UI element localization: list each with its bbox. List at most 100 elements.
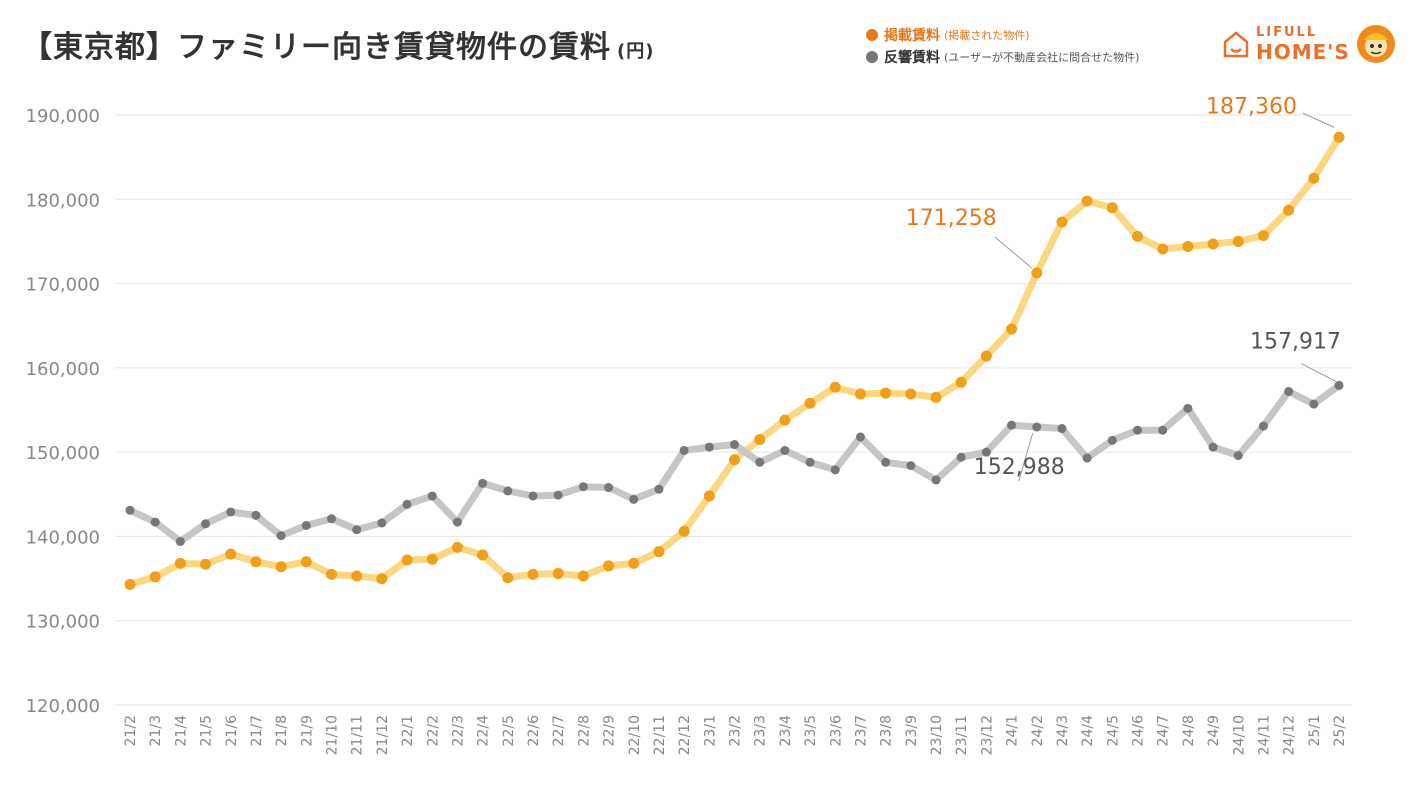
- data-point-listing: [401, 554, 413, 566]
- x-tick-label: 21/6: [224, 715, 240, 747]
- data-point-inquiry: [276, 531, 286, 541]
- data-point-listing: [653, 546, 665, 558]
- x-tick-label: 23/6: [828, 715, 844, 747]
- x-tick-label: 24/3: [1055, 715, 1071, 746]
- data-point-listing: [628, 557, 640, 569]
- legend-note: (掲載された物件): [944, 29, 1030, 42]
- x-tick-label: 22/7: [551, 715, 567, 746]
- data-point-inquiry: [402, 499, 412, 509]
- x-tick-label: 22/6: [526, 715, 542, 747]
- x-tick-label: 23/5: [803, 715, 819, 746]
- data-point-listing: [552, 568, 564, 580]
- x-tick-label: 22/10: [627, 715, 643, 755]
- x-tick-label: 22/2: [425, 715, 441, 746]
- x-tick-label: 23/8: [879, 715, 895, 746]
- data-point-listing: [300, 556, 312, 568]
- data-point-listing: [1232, 235, 1244, 247]
- annotation-label: 157,917: [1250, 329, 1341, 354]
- data-point-listing: [1081, 195, 1093, 207]
- data-point-inquiry: [478, 478, 488, 488]
- data-point-inquiry: [629, 494, 639, 504]
- x-tick-label: 21/2: [123, 715, 139, 746]
- x-tick-label: 24/9: [1206, 715, 1222, 746]
- x-tick-label: 24/7: [1156, 715, 1172, 746]
- x-tick-label: 21/12: [375, 715, 391, 755]
- x-tick-label: 22/3: [450, 715, 466, 746]
- x-tick-label: 23/3: [753, 715, 769, 746]
- annotation-label: 187,360: [1206, 94, 1297, 119]
- data-point-inquiry: [704, 442, 714, 452]
- x-tick-label: 24/10: [1231, 715, 1247, 755]
- y-tick-label: 120,000: [26, 696, 100, 717]
- legend-item-listing: 掲載賃料 (掲載された物件): [866, 24, 1139, 46]
- x-tick-label: 22/5: [501, 715, 517, 746]
- data-point-inquiry: [931, 475, 941, 485]
- data-point-inquiry: [1032, 422, 1042, 432]
- mascot-icon: [1356, 25, 1395, 63]
- data-point-inquiry: [301, 520, 311, 530]
- legend-dot-icon: [866, 51, 878, 63]
- data-point-inquiry: [553, 490, 563, 500]
- data-point-listing: [1333, 131, 1345, 143]
- annotation-label: 171,258: [906, 206, 997, 231]
- y-tick-label: 160,000: [26, 359, 100, 380]
- data-point-inquiry: [452, 517, 462, 527]
- data-point-listing: [1207, 238, 1219, 250]
- data-point-inquiry: [780, 445, 790, 455]
- data-point-inquiry: [1208, 442, 1218, 452]
- y-tick-label: 130,000: [26, 612, 100, 633]
- annotation-leader: [1302, 112, 1335, 128]
- data-point-listing: [451, 541, 463, 553]
- x-tick-label: 22/11: [652, 715, 668, 755]
- y-tick-label: 190,000: [26, 106, 100, 127]
- data-point-inquiry: [352, 525, 362, 535]
- data-point-listing: [1283, 204, 1295, 216]
- legend: 掲載賃料 (掲載された物件) 反響賃料 (ユーザーが不動産会社に問合せた物件): [866, 24, 1139, 68]
- legend-label: 掲載賃料: [884, 28, 940, 44]
- data-point-listing: [905, 388, 917, 400]
- annotation-leader: [1300, 362, 1337, 382]
- data-point-inquiry: [1133, 425, 1142, 435]
- data-point-inquiry: [881, 457, 891, 467]
- x-tick-label: 23/2: [728, 715, 744, 746]
- data-point-listing: [124, 578, 136, 590]
- y-tick-label: 150,000: [26, 443, 100, 464]
- data-point-inquiry: [805, 457, 815, 467]
- legend-label: 反響賃料: [884, 50, 940, 66]
- x-tick-label: 23/9: [904, 715, 920, 746]
- data-point-inquiry: [1007, 420, 1017, 430]
- chart-title: 【東京都】ファミリー向き賃貸物件の賃料 (円): [22, 22, 654, 66]
- data-point-listing: [1257, 230, 1269, 242]
- data-point-inquiry: [201, 519, 211, 529]
- data-point-listing: [829, 381, 841, 393]
- data-point-inquiry: [175, 536, 185, 546]
- data-point-inquiry: [855, 432, 865, 442]
- x-tick-label: 23/11: [954, 715, 970, 755]
- data-point-listing: [779, 414, 791, 426]
- data-point-listing: [250, 556, 262, 568]
- x-tick-label: 22/1: [400, 715, 416, 746]
- data-point-listing: [930, 391, 942, 403]
- data-point-listing: [703, 490, 715, 502]
- data-point-listing: [502, 572, 514, 584]
- x-tick-label: 23/7: [853, 715, 869, 746]
- data-point-listing: [200, 558, 212, 570]
- data-point-inquiry: [906, 461, 916, 471]
- data-point-listing: [477, 549, 489, 561]
- data-point-listing: [376, 573, 388, 585]
- data-point-listing: [804, 397, 816, 409]
- x-tick-label: 21/9: [299, 715, 315, 746]
- x-tick-label: 24/11: [1256, 715, 1272, 755]
- data-point-inquiry: [679, 445, 689, 455]
- data-point-listing: [1308, 172, 1320, 184]
- data-point-inquiry: [1082, 453, 1092, 463]
- data-point-inquiry: [427, 491, 437, 501]
- data-point-listing: [603, 560, 615, 572]
- legend-dot-icon: [866, 29, 878, 41]
- x-tick-label: 22/4: [476, 715, 492, 747]
- series-line-listing: [126, 133, 1343, 588]
- data-point-inquiry: [1309, 399, 1319, 409]
- x-tick-label: 24/5: [1105, 715, 1121, 746]
- x-tick-label: 24/4: [1080, 715, 1096, 747]
